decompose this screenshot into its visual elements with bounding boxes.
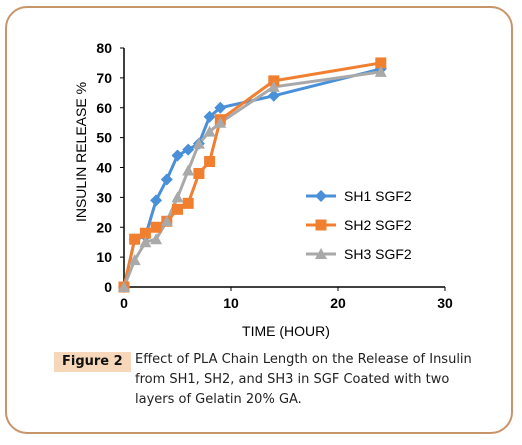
data-point-3 [171,191,184,203]
data-point-2 [129,233,141,245]
line-chart: INSULIN RELEASE % TIME (HOUR) 0 10 20 30 40 5… [73,40,453,339]
data-point-3 [139,236,152,248]
y-tick-label: 80 [96,40,112,56]
data-point-1 [160,173,173,186]
data-point-2 [172,203,183,215]
data-point-3 [267,80,280,92]
data-point-2 [139,227,151,239]
legend-marker [315,219,327,231]
data-point-1 [171,149,184,162]
data-point-3 [182,164,195,176]
y-axis-label: INSULIN RELEASE % [73,82,89,222]
data-point-3 [150,233,163,245]
y-axis-title: INSULIN RELEASE % [73,82,89,222]
legend-marker [315,190,327,202]
series-line-2 [122,61,382,288]
y-tick-label: 10 [96,249,112,265]
legend-marker [315,248,327,259]
y-tick-label: 60 [96,100,112,116]
x-tick-label: 0 [120,295,128,311]
data-point-1 [214,101,227,114]
y-tick-label: 50 [96,130,112,146]
y-tick-label: 0 [104,279,112,295]
figure-caption: Effect of PLA Chain Length on the Releas… [135,352,472,407]
data-point-2 [204,156,216,168]
x-axis-label: TIME (HOUR) [242,323,330,339]
y-tick-label: 70 [96,70,112,86]
data-point-1 [150,194,163,207]
legend: SH1 SGF2 SH2 SGF2 SH3 SGF2 [306,188,412,262]
data-point-3 [118,281,130,292]
legend-label: SH1 SGF2 [344,188,412,204]
data-point-1 [182,143,195,156]
data-point-3 [214,116,227,128]
y-tick-label: 20 [96,219,112,235]
figure-frame [5,6,513,434]
data-point-2 [375,57,387,69]
data-point-3 [160,215,173,227]
data-point-3 [128,254,141,266]
data-point-1 [267,89,280,102]
data-point-3 [192,137,205,149]
legend-label: SH3 SGF2 [344,246,412,262]
figure-label: Figure 2 [54,352,131,372]
data-point-2 [182,197,194,209]
legend-label: SH2 SGF2 [344,217,412,233]
data-point-3 [203,125,216,137]
x-tick-label: 30 [437,295,453,311]
y-tick-label: 40 [96,160,112,176]
y-tick-label: 30 [96,189,112,205]
data-point-3 [374,65,387,77]
x-tick-label: 10 [223,295,239,311]
data-point-2 [150,221,162,233]
data-point-1 [203,110,216,123]
x-tick-label: 20 [330,295,346,311]
data-point-2 [193,167,205,179]
